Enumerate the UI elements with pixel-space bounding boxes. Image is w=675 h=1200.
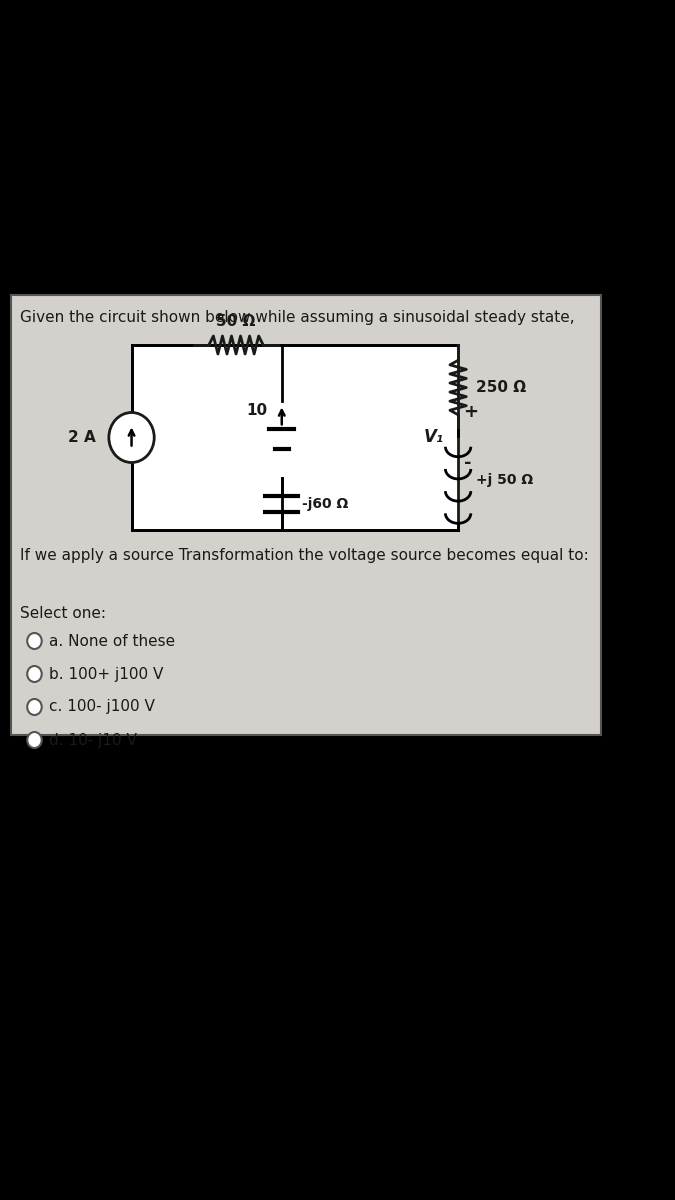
Text: b. 100+ j100 V: b. 100+ j100 V: [49, 666, 163, 682]
Text: +: +: [464, 403, 479, 420]
Circle shape: [109, 413, 154, 462]
Text: c. 100- j100 V: c. 100- j100 V: [49, 700, 155, 714]
Bar: [132, 346, 458, 530]
FancyBboxPatch shape: [11, 295, 601, 734]
Text: 2 A: 2 A: [68, 430, 96, 445]
Text: 50 Ω: 50 Ω: [217, 314, 256, 329]
Text: 250 Ω: 250 Ω: [477, 380, 526, 395]
Text: d. 10- j10 V: d. 10- j10 V: [49, 732, 137, 748]
Text: a. None of these: a. None of these: [49, 634, 175, 648]
Text: -: -: [464, 455, 471, 473]
Circle shape: [27, 634, 42, 649]
Text: Given the circuit shown below while assuming a sinusoidal steady state,: Given the circuit shown below while assu…: [20, 310, 574, 325]
Text: If we apply a source Transformation the voltage source becomes equal to:: If we apply a source Transformation the …: [20, 548, 589, 563]
Text: 10: 10: [246, 403, 267, 418]
Text: V₁: V₁: [423, 428, 443, 446]
Text: -j60 Ω: -j60 Ω: [302, 497, 348, 511]
Text: +j 50 Ω: +j 50 Ω: [477, 473, 533, 487]
Circle shape: [27, 698, 42, 715]
Circle shape: [27, 732, 42, 748]
Circle shape: [27, 666, 42, 682]
Text: Select one:: Select one:: [20, 606, 106, 622]
